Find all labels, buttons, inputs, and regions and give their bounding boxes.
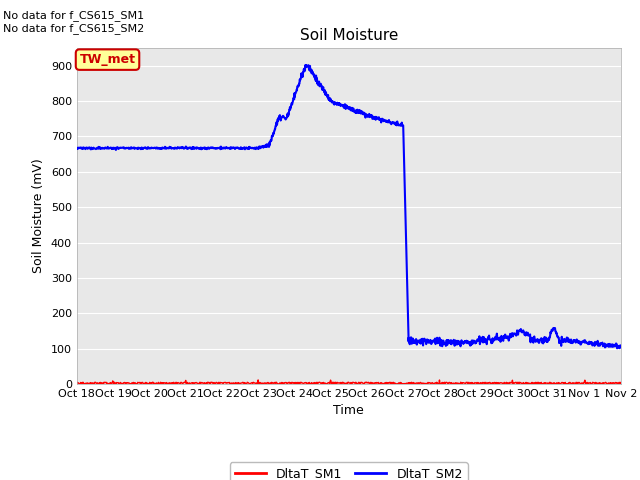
- Legend: DltaT_SM1, DltaT_SM2: DltaT_SM1, DltaT_SM2: [230, 462, 468, 480]
- Y-axis label: Soil Moisture (mV): Soil Moisture (mV): [32, 158, 45, 274]
- Title: Soil Moisture: Soil Moisture: [300, 28, 398, 43]
- Text: TW_met: TW_met: [79, 53, 136, 66]
- Text: No data for f_CS615_SM1: No data for f_CS615_SM1: [3, 11, 145, 22]
- X-axis label: Time: Time: [333, 405, 364, 418]
- Text: No data for f_CS615_SM2: No data for f_CS615_SM2: [3, 23, 145, 34]
